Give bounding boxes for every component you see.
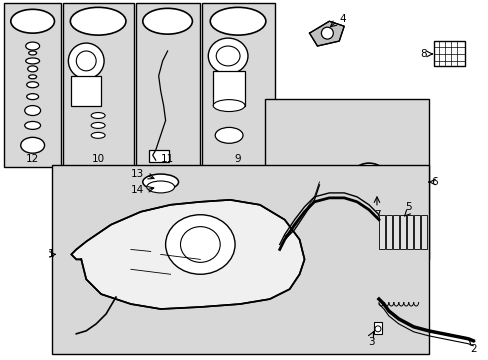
Text: 13: 13 xyxy=(130,169,143,179)
Ellipse shape xyxy=(26,42,40,50)
Ellipse shape xyxy=(210,7,265,35)
Ellipse shape xyxy=(20,137,44,153)
Ellipse shape xyxy=(70,7,126,35)
Bar xyxy=(406,215,412,249)
Ellipse shape xyxy=(216,46,240,66)
Ellipse shape xyxy=(180,227,220,262)
Ellipse shape xyxy=(383,175,403,195)
Ellipse shape xyxy=(76,51,96,71)
Text: 9: 9 xyxy=(234,154,241,164)
Polygon shape xyxy=(309,21,344,46)
Text: 12: 12 xyxy=(26,154,39,164)
Bar xyxy=(264,99,427,260)
Text: 6: 6 xyxy=(431,177,437,187)
Bar xyxy=(71,76,101,105)
Bar xyxy=(320,219,327,225)
Ellipse shape xyxy=(27,94,39,100)
Bar xyxy=(136,3,200,167)
Ellipse shape xyxy=(213,100,244,112)
Ellipse shape xyxy=(91,113,105,118)
Ellipse shape xyxy=(142,8,192,34)
Text: 10: 10 xyxy=(91,154,104,164)
Ellipse shape xyxy=(165,215,235,274)
Text: 7: 7 xyxy=(373,210,380,220)
Bar xyxy=(4,3,61,167)
Ellipse shape xyxy=(28,66,38,72)
Text: 8: 8 xyxy=(419,49,426,59)
Bar xyxy=(378,215,384,249)
Text: 5: 5 xyxy=(405,202,411,212)
Bar xyxy=(413,215,419,249)
Bar xyxy=(148,150,168,162)
Text: 11: 11 xyxy=(161,154,174,164)
Bar xyxy=(399,215,405,249)
Text: 4: 4 xyxy=(339,14,345,24)
Bar xyxy=(213,71,244,105)
Ellipse shape xyxy=(68,43,104,79)
Ellipse shape xyxy=(321,27,333,39)
Bar xyxy=(51,165,427,354)
Text: 2: 2 xyxy=(469,344,476,354)
Text: 1: 1 xyxy=(48,249,54,260)
Ellipse shape xyxy=(215,127,243,143)
Ellipse shape xyxy=(29,75,37,79)
Bar xyxy=(202,3,274,167)
Ellipse shape xyxy=(375,167,411,203)
Ellipse shape xyxy=(26,58,40,64)
Ellipse shape xyxy=(27,82,39,88)
Ellipse shape xyxy=(142,174,178,190)
Ellipse shape xyxy=(91,132,105,138)
Ellipse shape xyxy=(25,105,41,116)
Ellipse shape xyxy=(91,122,105,129)
Bar xyxy=(310,227,318,233)
Ellipse shape xyxy=(29,51,37,55)
Bar xyxy=(63,3,134,167)
Ellipse shape xyxy=(354,171,382,199)
Ellipse shape xyxy=(346,163,390,207)
Bar xyxy=(373,322,381,334)
Bar xyxy=(392,215,398,249)
Text: 3: 3 xyxy=(367,337,373,347)
Polygon shape xyxy=(71,200,304,309)
Bar xyxy=(300,237,308,243)
Bar xyxy=(433,41,464,66)
Bar xyxy=(420,215,426,249)
Bar xyxy=(385,215,391,249)
Ellipse shape xyxy=(146,181,174,193)
Ellipse shape xyxy=(374,326,380,332)
Text: 14: 14 xyxy=(130,185,143,195)
Ellipse shape xyxy=(11,9,54,33)
Ellipse shape xyxy=(208,38,247,74)
Ellipse shape xyxy=(25,121,41,129)
